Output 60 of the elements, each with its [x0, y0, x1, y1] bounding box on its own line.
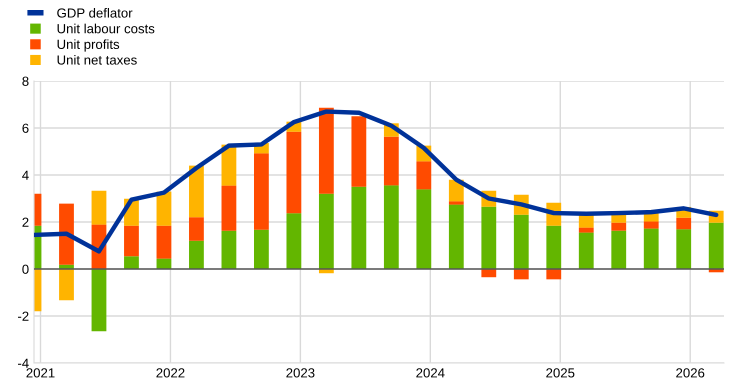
y-tick-label: 0	[22, 264, 29, 274]
bar	[611, 222, 626, 231]
y-tick-label: -4	[18, 358, 29, 368]
bar	[578, 232, 594, 269]
bar	[286, 132, 302, 214]
bar	[514, 214, 529, 269]
bar	[92, 269, 106, 332]
bar	[254, 153, 269, 230]
bar	[92, 190, 106, 225]
legend-label: Unit labour costs	[58, 24, 154, 34]
bar	[222, 186, 236, 231]
bar	[611, 230, 626, 269]
bar	[318, 194, 334, 269]
bar	[286, 213, 302, 269]
bar	[351, 186, 366, 269]
bar	[546, 269, 562, 280]
bar	[644, 222, 659, 229]
bar	[156, 258, 172, 269]
bar	[124, 226, 139, 256]
bar	[254, 230, 269, 269]
bar	[318, 108, 334, 194]
bar	[156, 192, 172, 226]
bar	[708, 222, 724, 269]
bar	[59, 204, 74, 265]
bar	[578, 228, 594, 233]
bar	[222, 144, 236, 186]
bar	[644, 228, 659, 269]
legend-label: Unit profits	[58, 39, 120, 52]
y-tick-label: 8	[22, 76, 29, 86]
line-series	[34, 109, 718, 254]
bar	[156, 226, 172, 259]
x-tick-label: 2024	[416, 368, 445, 378]
bar	[481, 206, 496, 269]
legend-label: GDP deflator	[57, 8, 132, 18]
bar	[546, 226, 562, 269]
legend-label: Unit net taxes	[58, 54, 137, 65]
y-tick-label: 4	[22, 170, 29, 180]
bar	[189, 217, 204, 241]
bar	[384, 185, 399, 269]
x-tick-label: 2026	[676, 368, 704, 378]
x-tick-label: 2023	[286, 368, 314, 378]
bar	[59, 269, 74, 300]
bar	[676, 218, 692, 230]
bar	[384, 136, 399, 186]
x-tick-label: 2025	[546, 368, 574, 378]
bar	[189, 240, 204, 269]
bar	[351, 116, 366, 187]
bar	[222, 230, 236, 269]
bar	[416, 189, 432, 269]
bar	[189, 166, 204, 218]
y-tick-label: -2	[18, 312, 28, 321]
y-tick-label: 6	[22, 124, 29, 133]
y-tick-label: 2	[22, 218, 28, 227]
bar	[448, 204, 464, 269]
bar	[514, 269, 529, 280]
bar	[416, 161, 432, 190]
bar	[676, 229, 692, 269]
bar	[124, 256, 139, 269]
x-tick-label: 2021	[26, 368, 55, 378]
x-tick-label: 2022	[156, 368, 184, 378]
